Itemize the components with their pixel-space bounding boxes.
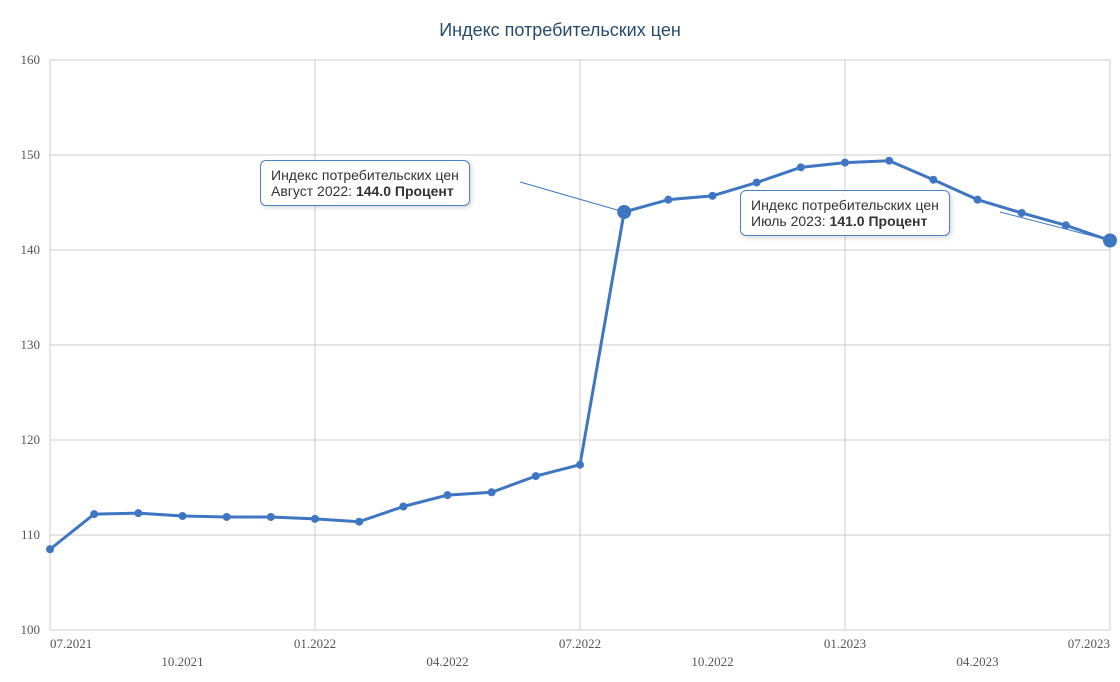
x-tick-label-major: 01.2023 (824, 636, 866, 651)
data-point[interactable] (885, 157, 893, 165)
x-tick-label-major: 07.2021 (50, 636, 92, 651)
data-point[interactable] (444, 491, 452, 499)
callout-line2: Август 2022: 144.0 Процент (271, 183, 459, 199)
x-tick-label-minor: 04.2022 (426, 654, 468, 669)
x-tick-label-minor: 10.2022 (691, 654, 733, 669)
data-point[interactable] (355, 518, 363, 526)
y-tick-label: 100 (21, 622, 41, 637)
data-point[interactable] (134, 509, 142, 517)
x-tick-label-minor: 10.2021 (161, 654, 203, 669)
x-tick-label-minor: 04.2023 (956, 654, 998, 669)
data-point[interactable] (532, 472, 540, 480)
data-point[interactable] (223, 513, 231, 521)
x-tick-label-major: 07.2022 (559, 636, 601, 651)
x-tick-label-major: 01.2022 (294, 636, 336, 651)
data-point[interactable] (974, 196, 982, 204)
y-tick-label: 150 (21, 147, 41, 162)
data-point[interactable] (929, 176, 937, 184)
data-point[interactable] (399, 503, 407, 511)
callout-line2: Июль 2023: 141.0 Процент (751, 213, 939, 229)
data-point[interactable] (90, 510, 98, 518)
data-point[interactable] (267, 513, 275, 521)
y-tick-label: 120 (21, 432, 41, 447)
y-tick-label: 110 (21, 527, 40, 542)
y-tick-label: 160 (21, 52, 41, 67)
data-point[interactable] (46, 545, 54, 553)
callout-line1: Индекс потребительских цен (751, 197, 939, 213)
data-point[interactable] (1103, 234, 1117, 248)
data-point[interactable] (311, 515, 319, 523)
chart-svg: 100 110 120 130 140 150 160 07.2021 01.2022 07.20… (0, 0, 1120, 682)
data-point[interactable] (1062, 221, 1070, 229)
data-point[interactable] (488, 488, 496, 496)
data-point[interactable] (664, 196, 672, 204)
callout-line1: Индекс потребительских цен (271, 167, 459, 183)
y-tick-label: 130 (21, 337, 41, 352)
data-point[interactable] (841, 159, 849, 167)
cpi-chart: Индекс потребительских цен 1001101201301… (0, 0, 1120, 682)
data-point[interactable] (1018, 209, 1026, 217)
callout-0[interactable]: Индекс потребительских ценАвгуст 2022: 1… (260, 160, 470, 206)
callout-1[interactable]: Индекс потребительских ценИюль 2023: 141… (740, 190, 950, 236)
data-point[interactable] (617, 205, 631, 219)
y-tick-label: 140 (21, 242, 41, 257)
data-point[interactable] (576, 461, 584, 469)
x-tick-label-major: 07.2023 (1068, 636, 1110, 651)
data-point[interactable] (753, 179, 761, 187)
data-point[interactable] (709, 192, 717, 200)
data-point[interactable] (797, 163, 805, 171)
data-point[interactable] (179, 512, 187, 520)
